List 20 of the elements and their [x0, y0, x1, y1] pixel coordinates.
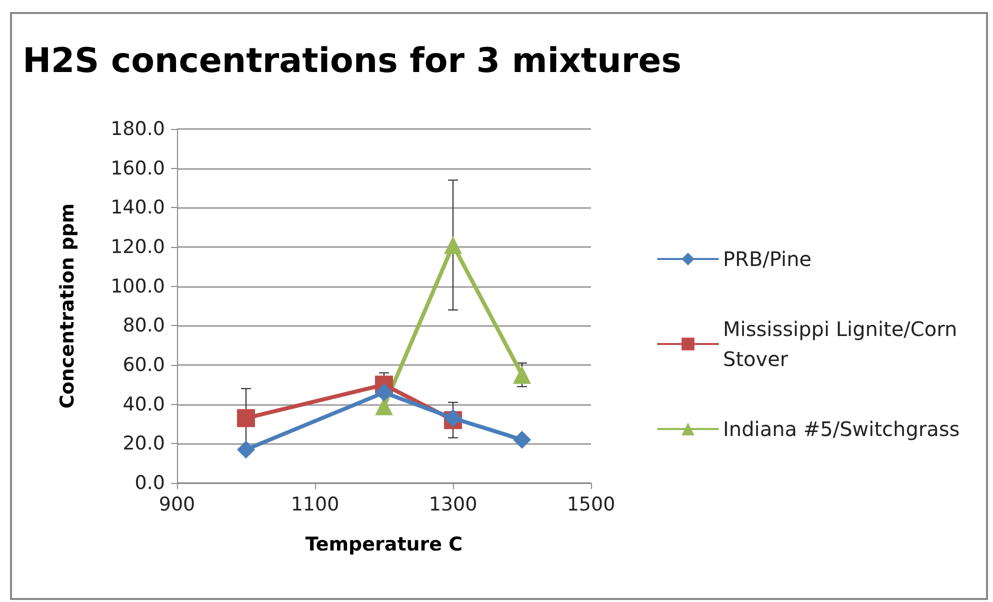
y-tick-label: 100.0	[110, 275, 165, 298]
legend-label: Mississippi Lignite/Corn Stover	[723, 317, 964, 371]
y-tick-label: 180.0	[110, 118, 165, 140]
y-tick-label: 80.0	[122, 314, 165, 337]
y-tick-label: 0.0	[134, 472, 165, 494]
y-tick-label: 60.0	[122, 354, 165, 376]
y-tick-label: 20.0	[122, 432, 165, 455]
y-tick-label: 40.0	[122, 393, 165, 416]
y-tick-label: 160.0	[110, 157, 165, 180]
y-tick-label: 140.0	[110, 196, 165, 219]
x-tick-label: 1300	[428, 494, 478, 516]
legend-label: PRB/Pine	[723, 247, 812, 271]
legend-label: Indiana #5/Switchgrass	[723, 417, 960, 441]
x-tick-label: 1500	[566, 494, 616, 516]
x-tick-label: 900	[158, 494, 196, 516]
x-tick-label: 1100	[290, 494, 340, 516]
y-axis-title: Concentration ppm	[56, 203, 78, 409]
y-tick-label: 120.0	[110, 236, 165, 258]
chart-title: H2S concentrations for 3 mixtures	[22, 41, 682, 81]
x-axis-title: Temperature C	[305, 534, 463, 556]
